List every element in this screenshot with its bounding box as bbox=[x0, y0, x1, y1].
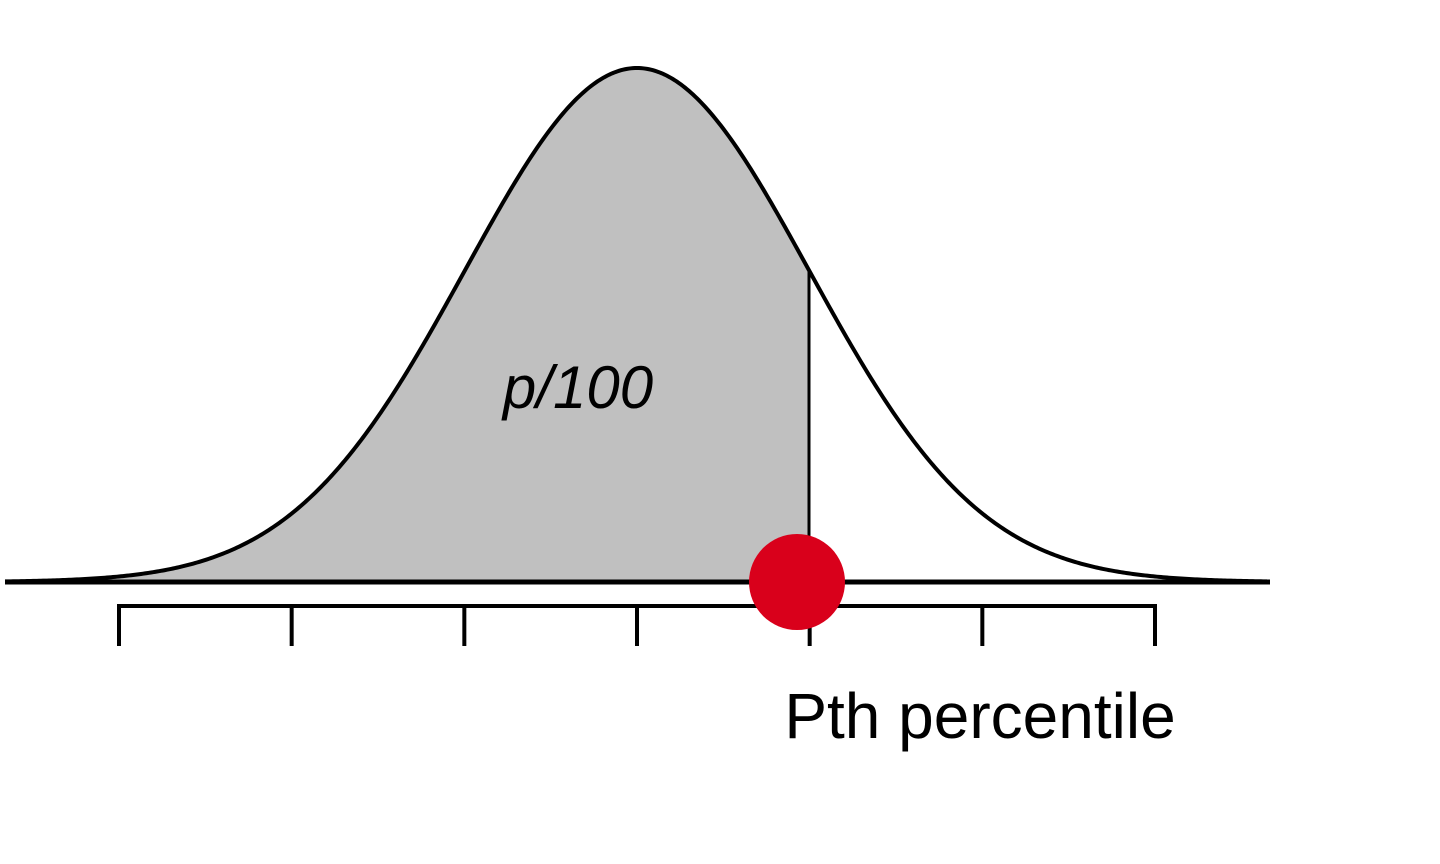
percentile-label: Pth percentile bbox=[784, 680, 1175, 752]
normal-density-curve bbox=[4, 65, 1268, 584]
shaded-area-under-curve bbox=[5, 68, 809, 582]
percentile-marker-dot bbox=[749, 534, 845, 630]
tick-scale bbox=[117, 604, 1157, 646]
area-label: p/100 bbox=[501, 354, 653, 421]
